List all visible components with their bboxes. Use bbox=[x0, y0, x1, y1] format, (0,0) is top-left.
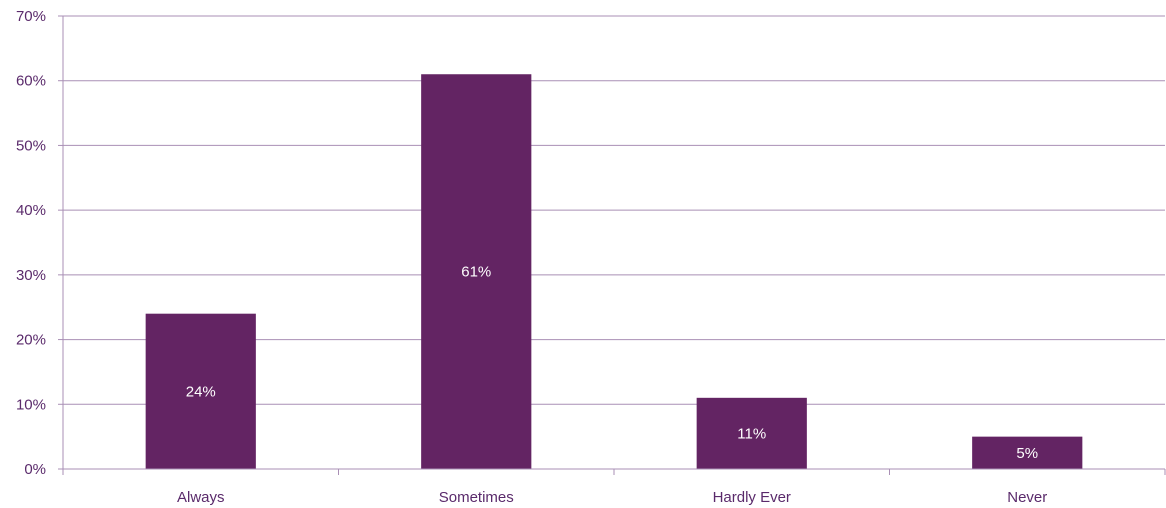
x-tick-label: Always bbox=[177, 489, 225, 506]
data-label: 5% bbox=[1016, 445, 1038, 462]
bar bbox=[696, 397, 807, 469]
y-tick-label: 50% bbox=[16, 137, 46, 154]
y-tick-label: 70% bbox=[16, 8, 46, 25]
bar bbox=[972, 436, 1083, 469]
x-axis bbox=[62, 468, 1166, 475]
x-tick-label: Sometimes bbox=[439, 489, 514, 506]
y-tick-label: 20% bbox=[16, 332, 46, 349]
y-tick-label: 60% bbox=[16, 73, 46, 90]
data-label: 24% bbox=[186, 383, 216, 400]
x-tick-label: Never bbox=[1007, 489, 1047, 506]
bars: 24% 61% 11% 5% bbox=[145, 74, 1083, 469]
data-label: 61% bbox=[461, 264, 491, 281]
bar bbox=[145, 313, 256, 469]
y-tick-label: 40% bbox=[16, 202, 46, 219]
data-label: 11% bbox=[737, 425, 766, 442]
y-axis-ticks: 0% 10% 20% 30% 40% 50% 60% 70% bbox=[16, 8, 64, 478]
y-tick-label: 0% bbox=[24, 461, 46, 478]
x-tick-label: Hardly Ever bbox=[713, 489, 791, 506]
bar bbox=[421, 74, 532, 469]
y-tick-label: 30% bbox=[16, 267, 46, 284]
y-tick-label: 10% bbox=[16, 396, 46, 413]
x-axis-labels: Always Sometimes Hardly Ever Never bbox=[177, 489, 1047, 506]
